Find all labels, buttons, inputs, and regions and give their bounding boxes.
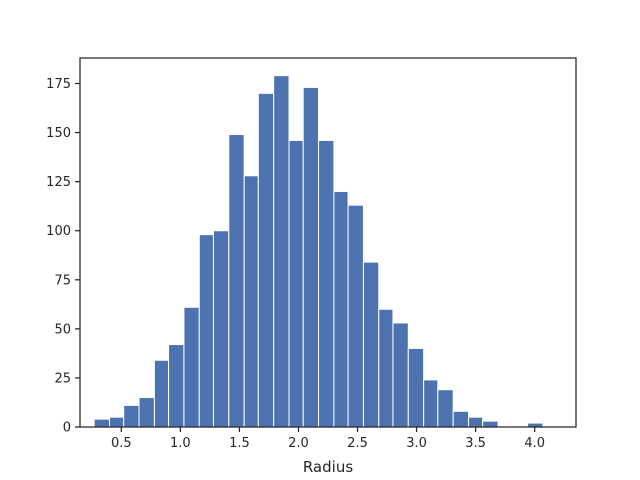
y-tick-label: 150 — [46, 126, 71, 141]
histogram-bar — [423, 379, 439, 428]
histogram-bar — [138, 397, 155, 428]
x-tick-label: 3.0 — [406, 436, 427, 451]
histogram-bar — [452, 410, 470, 428]
histogram-bar — [93, 418, 111, 428]
y-tick-label: 75 — [54, 273, 71, 288]
histogram-bar — [288, 139, 304, 428]
histogram-bar — [318, 139, 335, 428]
histogram-bar — [482, 420, 499, 428]
x-tick-label: 2.5 — [347, 436, 368, 451]
histogram-bar — [392, 322, 409, 428]
histogram-bar — [168, 344, 185, 428]
histogram-bar — [362, 261, 380, 428]
y-tick-label: 125 — [46, 175, 71, 190]
histogram-bar — [243, 175, 259, 428]
x-tick-label: 1.5 — [229, 436, 250, 451]
x-tick-label: 3.5 — [465, 436, 486, 451]
histogram-bar — [257, 92, 275, 428]
histogram-bar — [378, 308, 394, 428]
x-tick-label: 2.0 — [288, 436, 309, 451]
bars-group — [93, 75, 544, 428]
histogram-bar — [123, 404, 140, 428]
histogram-bar — [212, 230, 230, 428]
histogram-bar — [198, 234, 214, 428]
histogram-bar — [153, 359, 170, 428]
y-axis-ticks: 0 25 50 75 100 125 150 175 — [46, 77, 80, 436]
x-tick-label: 1.0 — [170, 436, 191, 451]
y-tick-label: 50 — [54, 322, 71, 337]
histogram-bar — [302, 86, 320, 428]
y-tick-label: 100 — [46, 224, 71, 239]
y-tick-label: 175 — [46, 77, 71, 92]
y-tick-label: 0 — [63, 421, 71, 436]
histogram-bar — [437, 389, 454, 428]
histogram-bar — [228, 134, 245, 428]
x-axis-label: Radius — [303, 458, 353, 476]
x-axis-ticks: 0.5 1.0 1.5 2.0 2.5 3.0 3.5 4.0 — [111, 427, 545, 451]
x-tick-label: 4.0 — [524, 436, 545, 451]
histogram-bar — [407, 347, 425, 428]
plot-frame — [79, 57, 577, 428]
histogram-bar — [468, 416, 484, 428]
histogram-bar — [273, 75, 290, 428]
x-tick-label: 0.5 — [111, 436, 132, 451]
y-tick-label: 25 — [54, 371, 71, 386]
histogram-bar — [109, 416, 125, 428]
histogram-bar — [347, 204, 364, 428]
histogram-bar — [333, 190, 349, 428]
histogram-bar — [183, 306, 200, 428]
